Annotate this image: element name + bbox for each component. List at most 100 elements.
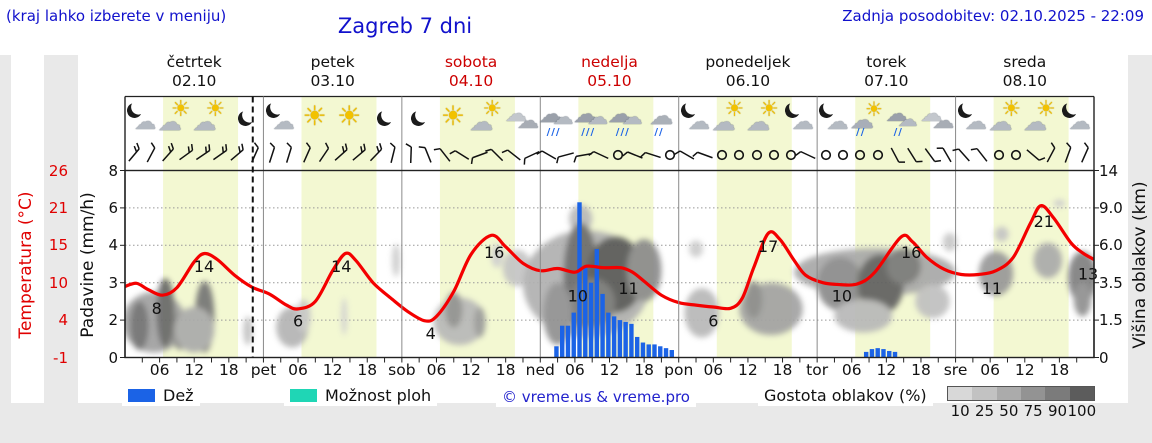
wind-calm-icon — [768, 149, 779, 161]
cloud-tick-label: 14 — [1099, 161, 1119, 180]
cloud-blob — [1033, 242, 1063, 279]
hour-tick-label: 12 — [461, 361, 481, 379]
wind-calm-icon — [1011, 149, 1022, 161]
sun-cloud-rain-icon: ☀ ☁// — [849, 99, 889, 141]
temperature-value-label: 10 — [568, 287, 588, 306]
day-date: 07.10 — [864, 72, 909, 90]
page-background-strip — [0, 403, 1152, 443]
cloud-blob — [341, 297, 348, 336]
density-shade — [972, 387, 997, 400]
cloud-glyph: ☁ — [1023, 108, 1048, 136]
temperature-value-label: 14 — [194, 257, 214, 276]
cloud-blob — [1073, 282, 1092, 317]
sun-cloud-icon: ☀ ☁ — [987, 99, 1027, 141]
wind-barb-icon — [250, 142, 259, 163]
hour-tick-label: 06 — [703, 361, 724, 379]
rain-bar — [577, 202, 582, 358]
wind-barb-icon — [369, 143, 383, 162]
temp-tick-label: -1 — [53, 348, 68, 367]
rain-streaks-glyph: /// — [615, 127, 630, 138]
cloud-tick-label: 0 — [1099, 348, 1109, 367]
day-header: četrtek 02.10 — [125, 53, 263, 91]
hour-tick-label: 12 — [599, 361, 620, 379]
temperature-value-label: 8 — [152, 299, 162, 318]
cloud-glyph: ☁ — [649, 102, 674, 130]
sun-cloud-icon: ☀ ☁ — [711, 99, 751, 141]
precip-tick-label: 0 — [108, 348, 118, 367]
day-name: ponedeljek — [705, 53, 791, 71]
hour-tick-label: 06 — [149, 361, 170, 379]
day-abbr-label: tor — [806, 361, 829, 379]
daylight-band — [993, 96, 1069, 358]
temperature-value-label: 11 — [982, 279, 1002, 298]
rain-bar — [623, 321, 628, 358]
precip-tick-label: 6 — [108, 198, 118, 217]
cloud-glyph: ☁ — [469, 108, 494, 136]
wind-barb-icon — [485, 148, 504, 162]
day-abbr-label: pon — [664, 361, 694, 379]
rain-bar — [594, 249, 600, 358]
day-abbr-label: pet — [250, 361, 277, 379]
cloud-rain-icon: ☁ ☁// — [884, 99, 924, 141]
cloud-blob — [978, 251, 1014, 296]
density-tick-label: 25 — [974, 402, 995, 420]
rain-streaks-glyph: /// — [581, 127, 596, 138]
wind-barb-icon — [213, 144, 228, 161]
cloud-glyph: ☁ — [157, 108, 182, 136]
rain-bar — [652, 344, 657, 358]
wind-barb-icon — [195, 144, 211, 161]
hour-tick-label: 18 — [772, 361, 793, 379]
page-background-strip — [0, 55, 11, 443]
rain-bar — [646, 344, 651, 358]
moon-cloud-icon: ☁ — [780, 99, 820, 141]
wind-calm-icon — [613, 149, 624, 161]
wind-barb-icon — [351, 143, 366, 161]
cloud-density-scale — [947, 386, 1095, 401]
day-date: 04.10 — [448, 72, 494, 90]
legend-showers: Možnost ploh — [284, 385, 438, 406]
rain-icon: ☁ ☁/// — [538, 99, 578, 141]
wind-barb-icon — [268, 142, 276, 163]
day-header: nedelja 05.10 — [540, 53, 678, 91]
cloud-blob — [473, 307, 486, 338]
wind-barb-icon — [230, 143, 245, 161]
day-name: sreda — [1003, 53, 1047, 71]
wind-calm-icon — [837, 149, 849, 161]
rain-icon: ☁ ☁/// — [607, 99, 647, 141]
wind-barb-icon — [523, 150, 540, 165]
wind-calm-icon — [993, 149, 1004, 161]
precip-tick-label: 3 — [108, 273, 118, 292]
cloud-glyph: ☁ — [826, 110, 849, 135]
moon-cloud-icon: ☁ — [1057, 99, 1097, 141]
sun-icon: ☀ — [434, 99, 474, 141]
density-tick-label: 75 — [1023, 402, 1043, 420]
day-name: sobota — [444, 53, 498, 71]
wind-barb-icon — [890, 147, 906, 163]
day-abbr-label: ned — [525, 361, 555, 379]
day-date: 08.10 — [1002, 72, 1047, 90]
density-tick-label: 100 — [1067, 402, 1097, 420]
wind-barb-icon — [318, 142, 330, 163]
cloud-glyph: ☁ — [272, 110, 295, 135]
wind-barb-icon — [470, 151, 488, 165]
cloud-blob — [445, 292, 463, 328]
rain-bar — [869, 349, 875, 358]
hour-tick-label: 18 — [911, 361, 931, 379]
wind-barb-icon — [691, 151, 713, 159]
credit-link[interactable]: © vreme.us & vreme.pro — [496, 387, 696, 407]
rain-bar — [887, 350, 892, 358]
wind-barb-icon — [418, 146, 432, 163]
cloud-glyph: ☁ — [688, 110, 711, 135]
density-shade — [1020, 387, 1046, 400]
cloud-blob — [491, 244, 503, 268]
cloud-glyph: ☁ — [504, 102, 527, 127]
hour-tick-label: 12 — [738, 361, 758, 379]
wind-barb-icon — [127, 142, 140, 162]
cloud-glyph: ☁ — [885, 102, 908, 127]
sun-icon: ☀ — [330, 99, 370, 141]
sun-cloud-icon: ☀ ☁ — [745, 99, 785, 141]
density-tick-label: 50 — [999, 402, 1019, 420]
rain-icon: ☁ ☁/// — [572, 99, 612, 141]
wind-barb-icon — [433, 147, 451, 162]
wind-barb-icon — [936, 147, 952, 163]
